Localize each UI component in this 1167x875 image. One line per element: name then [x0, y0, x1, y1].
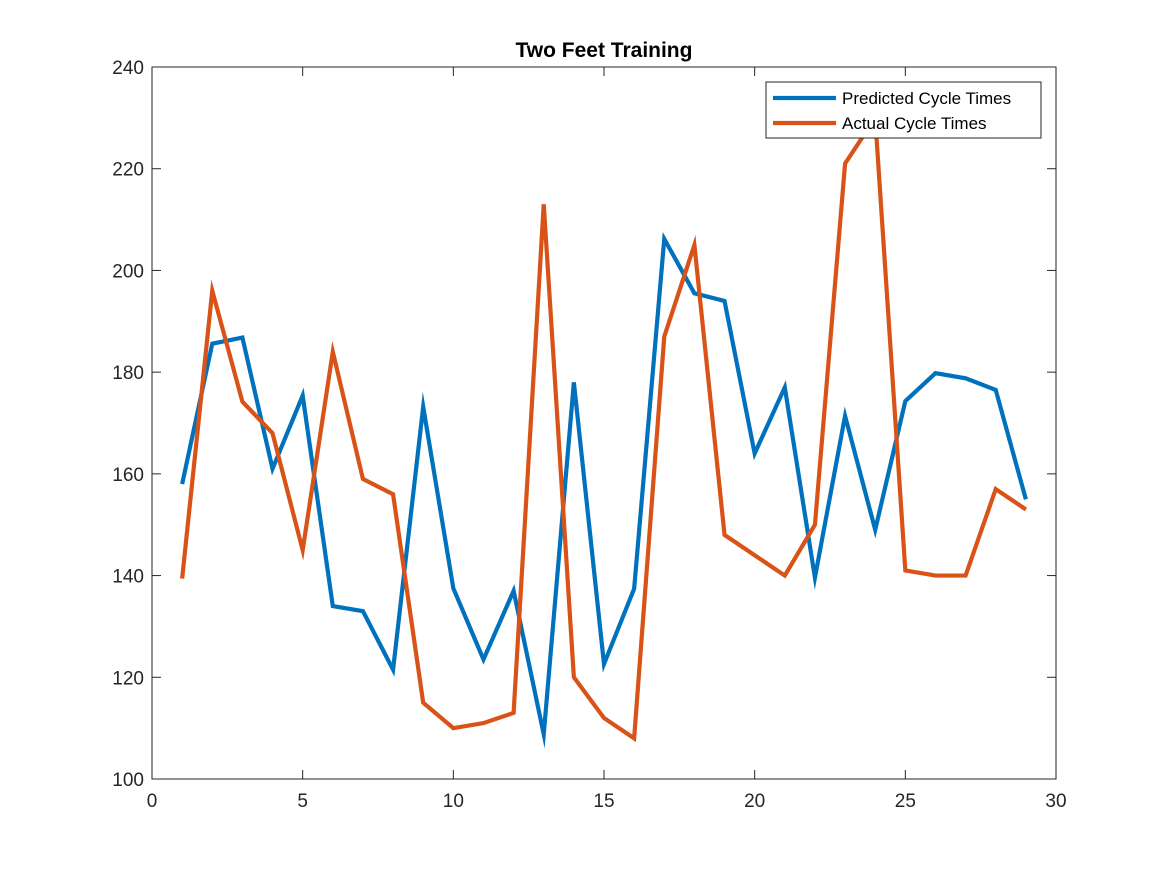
y-tick-label: 140: [112, 567, 144, 588]
y-tick-label: 220: [112, 160, 144, 181]
plot-area: [152, 67, 1056, 779]
series-group: [180, 111, 1028, 749]
x-tick-label: 10: [443, 791, 464, 812]
y-tick-label: 200: [112, 261, 144, 282]
x-tick-label: 25: [895, 791, 916, 812]
legend-box: [765, 81, 1042, 139]
y-tick-label: 180: [112, 363, 144, 384]
axes-background: [152, 67, 1056, 779]
y-tick-label: 100: [112, 770, 144, 791]
legend-label-2: Actual Cycle Times: [842, 114, 987, 133]
axes: 0 5 10 15 20 25 30 100 120 140 160 180 200 220 240: [112, 58, 1066, 812]
y-tick-label: 240: [112, 58, 144, 79]
y-tick-label: 160: [112, 465, 144, 486]
x-tick-label: 20: [744, 791, 765, 812]
series-line-2: [180, 111, 1028, 743]
legend: Predicted Cycle Times Actual Cycle Times: [765, 81, 1042, 139]
x-tick-label: 5: [297, 791, 308, 812]
series-line-1: [180, 231, 1028, 749]
x-tick-label: 0: [147, 791, 158, 812]
x-tick-label: 30: [1045, 791, 1066, 812]
chart-title: Two Feet Training: [516, 39, 693, 62]
legend-label-1: Predicted Cycle Times: [842, 89, 1011, 108]
y-tick-label: 120: [112, 668, 144, 689]
x-tick-label: 15: [593, 791, 614, 812]
